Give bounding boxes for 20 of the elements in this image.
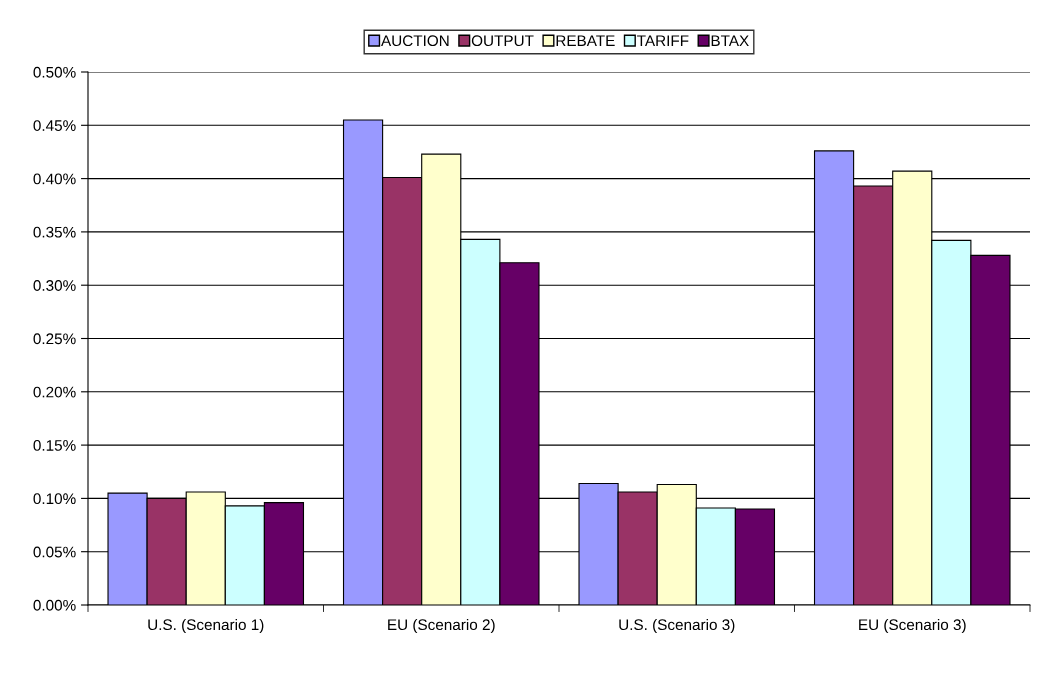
y-tick-label: 0.35% <box>33 226 76 238</box>
y-tick-label: 0.15% <box>33 439 76 451</box>
x-tick-label: EU (Scenario 2) <box>388 618 495 634</box>
y-tick-label: 0.25% <box>33 333 76 345</box>
y-tick-label: 0.00% <box>33 599 76 611</box>
x-tick-label: U.S. (Scenario 3) <box>619 618 735 634</box>
y-tick-label: 0.30% <box>33 280 76 291</box>
x-tick-label: EU (Scenario 3) <box>859 618 966 634</box>
y-tick-label: 0.45% <box>33 120 76 131</box>
legend-label: REBATE <box>556 35 615 46</box>
legend-label: OUTPUT <box>471 35 534 47</box>
legend-label: AUCTION <box>381 35 449 47</box>
y-tick-label: 0.05% <box>33 546 76 558</box>
legend-label: TARIFF <box>637 35 689 46</box>
y-tick-label: 0.20% <box>33 386 76 398</box>
y-tick-label: 0.10% <box>33 493 76 505</box>
legend-label: BTAX <box>711 35 749 46</box>
x-tick-label: U.S. (Scenario 1) <box>148 618 264 634</box>
y-tick-label: 0.40% <box>33 173 76 185</box>
y-tick-label: 0.50% <box>33 66 76 78</box>
